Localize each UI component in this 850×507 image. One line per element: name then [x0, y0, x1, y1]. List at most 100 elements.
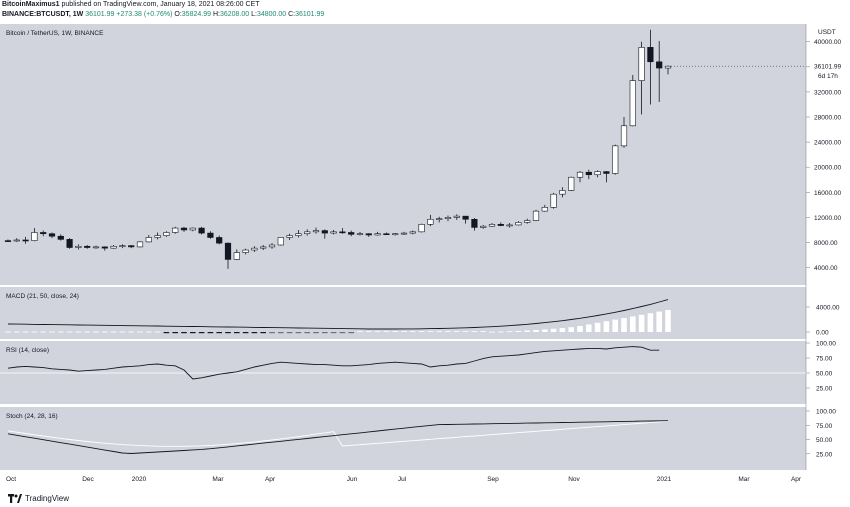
candle-body: [22, 239, 29, 242]
macd-histogram-bar: [137, 331, 143, 333]
publisher-name[interactable]: BitcoinMaximus1: [2, 1, 60, 8]
open-label: O:: [174, 11, 182, 18]
x-axis-label: Sep: [487, 476, 499, 483]
scale-background-3: [806, 407, 850, 470]
candle-body: [216, 237, 223, 244]
chart-title: Bitcoin / TetherUS, 1W, BINANCE: [6, 30, 104, 37]
macd-histogram-bar: [146, 331, 152, 333]
macd-histogram-bar: [163, 332, 170, 334]
macd-histogram-bar: [154, 331, 161, 333]
candle-body: [101, 246, 108, 249]
candle-body: [550, 193, 557, 208]
stoch-k-line: [7, 420, 669, 454]
macd-histogram-bar: [418, 331, 425, 332]
macd-histogram-bar: [242, 332, 249, 334]
candle-body: [647, 47, 654, 63]
macd-line: [7, 299, 669, 330]
candle-body: [268, 244, 276, 248]
macd-histogram-bar: [445, 331, 451, 332]
candle-body: [4, 240, 12, 242]
macd-histogram-bar: [31, 331, 38, 333]
macd-histogram-bar: [207, 332, 214, 334]
y-tick-label: 32000.00: [814, 89, 841, 96]
candle-body: [392, 233, 399, 236]
macd-histogram-bar: [278, 332, 284, 334]
macd-histogram-bar: [454, 331, 460, 332]
macd-histogram-bar: [489, 331, 495, 333]
candle-body: [612, 145, 619, 174]
macd-histogram-bar: [93, 331, 99, 333]
macd-histogram-bar: [234, 332, 240, 334]
scale-background-0: [806, 24, 850, 285]
candle-body: [497, 224, 504, 226]
x-axis-label: Jul: [398, 476, 407, 483]
candle-body: [348, 232, 355, 235]
rsi-line: [7, 346, 660, 380]
candle-body: [409, 231, 416, 234]
candle-body: [559, 190, 566, 195]
macd-histogram-bar: [110, 331, 117, 333]
candle-body: [506, 224, 513, 227]
candle-body: [339, 231, 346, 234]
y-tick-label: 8000.00: [814, 240, 838, 247]
low-label: L:: [251, 11, 257, 18]
macd-histogram-bar: [286, 332, 293, 334]
candle-body: [427, 218, 434, 225]
candle-body: [400, 232, 408, 235]
y-tick-label: 12000.00: [814, 215, 841, 222]
stoch-tick-label: 100.00: [816, 409, 836, 416]
y-tick-label: 28000.00: [814, 115, 841, 122]
y-tick-label: 20000.00: [814, 165, 841, 172]
macd-histogram-bar: [102, 331, 108, 333]
panel-background-0: [0, 24, 806, 285]
candle-body: [84, 245, 91, 248]
candle-body: [189, 227, 196, 231]
macd-histogram-bar: [542, 329, 548, 332]
candle-body: [418, 224, 425, 233]
macd-histogram-bar: [198, 332, 205, 334]
candle-body: [312, 230, 320, 233]
candle-body: [180, 227, 188, 231]
macd-histogram-bar: [436, 331, 442, 332]
macd-histogram-bar: [594, 322, 601, 332]
chart-header: BitcoinMaximus1 published on TradingView…: [2, 0, 842, 22]
macd-histogram-bar: [5, 331, 11, 333]
macd-histogram-bar: [630, 316, 636, 332]
close-label: C:: [288, 11, 296, 18]
macd-histogram-bar: [366, 331, 372, 332]
candle-body: [471, 218, 478, 228]
candle-body: [444, 217, 452, 219]
candle-body: [154, 235, 161, 238]
macd-histogram-bar: [401, 331, 407, 332]
rsi-tick-label: 100.00: [816, 341, 836, 348]
candle-body: [365, 233, 372, 236]
footer-brand[interactable]: TradingView: [25, 493, 70, 503]
candle-body: [576, 171, 584, 178]
macd-histogram-bar: [586, 324, 592, 332]
price-change: +273.38 (+0.76%): [116, 11, 173, 18]
price-chart[interactable]: 40000.00 32000.00 28000.00 24000.00 20000.00…: [0, 22, 850, 492]
macd-histogram-bar: [181, 332, 187, 334]
macd-histogram-bar: [621, 318, 627, 332]
macd-histogram-bar: [357, 331, 363, 332]
macd-histogram-bar: [480, 331, 486, 332]
low-value: 34800.00: [256, 11, 287, 18]
open-value: 35824.99: [181, 11, 211, 18]
macd-histogram-bar: [322, 332, 328, 334]
macd-histogram-bar: [524, 330, 530, 332]
macd-histogram-bar: [603, 321, 610, 332]
last-price-tag: 36101.99: [814, 64, 841, 71]
macd-histogram-bar: [427, 331, 434, 332]
symbol-label: BINANCE:BTCUSDT, 1W: [2, 11, 84, 18]
macd-histogram-bar: [392, 331, 398, 332]
candle-body: [207, 232, 214, 238]
candle-body: [242, 249, 249, 253]
candle-body: [304, 231, 311, 235]
macd-histogram-bar: [533, 330, 539, 332]
x-axis-label: Mar: [212, 476, 224, 483]
candle-body: [453, 215, 460, 218]
candle-body: [585, 171, 592, 176]
macd-histogram-bar: [383, 331, 390, 332]
macd-tick-label: 0.00: [816, 330, 829, 337]
stoch-tick-label: 75.00: [816, 423, 833, 430]
